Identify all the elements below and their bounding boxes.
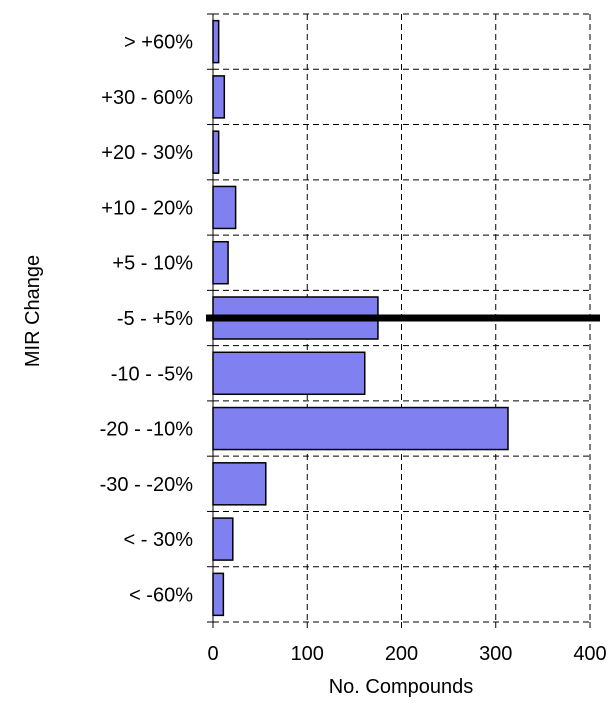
bar — [212, 185, 237, 230]
x-axis-label: No. Compounds — [329, 676, 474, 698]
y-axis-label: MIR Change — [22, 255, 44, 367]
category-label: > +60% — [124, 32, 193, 54]
category-label: +20 - 30% — [101, 142, 193, 164]
bar — [212, 19, 220, 64]
category-label: -5 - +5% — [117, 308, 193, 330]
x-tick-label: 400 — [573, 643, 606, 665]
category-label: -20 - -10% — [100, 419, 194, 441]
bar — [212, 130, 220, 174]
bar — [212, 240, 229, 285]
x-tick-label: 200 — [385, 643, 418, 665]
bar — [212, 572, 225, 617]
bar — [212, 462, 267, 506]
bar — [212, 351, 366, 396]
category-label: -30 - -20% — [100, 474, 194, 496]
category-labels: > +60% +30 - 60% +20 - 30% +10 - 20% +5 - 10… — [100, 32, 194, 607]
category-label: +10 - 20% — [101, 197, 193, 219]
bar — [212, 406, 509, 451]
x-tick-label: 300 — [479, 643, 512, 665]
x-tick-labels: 0 100 200 300 400 — [207, 643, 606, 665]
category-label: +30 - 60% — [101, 87, 193, 109]
category-label: < -60% — [129, 584, 193, 606]
bar — [212, 517, 234, 561]
bar — [212, 75, 226, 119]
x-tick-label: 0 — [207, 643, 218, 665]
category-label: +5 - 10% — [112, 253, 193, 275]
x-tick-label: 100 — [291, 643, 324, 665]
category-label: < - 30% — [124, 529, 194, 551]
bars — [212, 19, 509, 617]
category-label: -10 - -5% — [111, 363, 193, 385]
